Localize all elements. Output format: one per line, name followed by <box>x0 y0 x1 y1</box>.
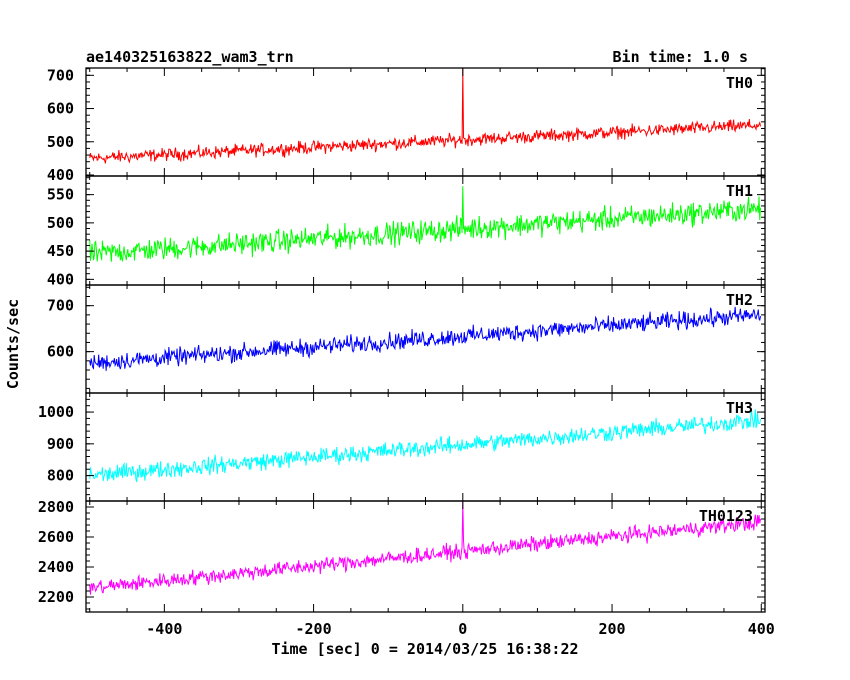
x-tick-label: -200 <box>296 620 332 638</box>
panels-group: 400 500 600 700 TH0 400 450 500 550 TH1 600 700 TH2 8… <box>38 66 766 613</box>
y-tick-label: 600 <box>47 343 74 361</box>
panel-th3: 800 900 1000 TH3 <box>38 392 766 502</box>
series-line-th0123 <box>89 501 762 595</box>
x-tick-label: 400 <box>748 620 775 638</box>
y-tick-label: 700 <box>47 66 74 84</box>
y-tick-label: 400 <box>47 270 74 288</box>
bin-time-label: Bin time: 1.0 s <box>613 48 748 66</box>
panel-label: TH0 <box>726 74 753 92</box>
series-line-th2 <box>89 306 762 371</box>
x-tick-label: -400 <box>146 620 182 638</box>
panel-label: TH0123 <box>699 507 753 525</box>
x-axis-label: Time [sec] 0 = 2014/03/25 16:38:22 <box>271 640 578 658</box>
y-tick-label: 500 <box>47 133 74 151</box>
panel-th2: 600 700 TH2 <box>47 284 766 394</box>
y-tick-label: 700 <box>47 297 74 315</box>
y-tick-label: 2400 <box>38 558 74 576</box>
plot-title: ae140325163822_wam3_trn <box>86 48 294 66</box>
panel-label: TH1 <box>726 182 753 200</box>
y-tick-label: 400 <box>47 166 74 184</box>
panel-frame <box>85 500 766 613</box>
panel-th0: 400 500 600 700 TH0 <box>47 66 766 184</box>
y-tick-label: 1000 <box>38 403 74 421</box>
x-tick-label: 200 <box>598 620 625 638</box>
panel-th1: 400 450 500 550 TH1 <box>47 175 766 288</box>
y-tick-label: 800 <box>47 467 74 485</box>
series-line-th3 <box>89 409 762 482</box>
panel-frame <box>85 284 766 394</box>
panel-frame <box>85 67 766 177</box>
y-tick-label: 2200 <box>38 588 74 606</box>
y-tick-label: 2600 <box>38 528 74 546</box>
y-tick-label: 450 <box>47 242 74 260</box>
panel-th0123: 2200 2400 2600 2800 TH0123 <box>38 498 766 613</box>
y-tick-label: 550 <box>47 186 74 204</box>
y-tick-label: 600 <box>47 100 74 118</box>
y-tick-label: 500 <box>47 214 74 232</box>
x-tick-label: 0 <box>458 620 467 638</box>
panel-label: TH2 <box>726 291 753 309</box>
y-tick-label: 2800 <box>38 498 74 516</box>
y-tick-label: 900 <box>47 435 74 453</box>
series-line-th1 <box>89 186 762 263</box>
panel-label: TH3 <box>726 399 753 417</box>
y-axis-label: Counts/sec <box>4 299 22 389</box>
series-line-th0 <box>89 68 762 164</box>
x-axis: -400 -200 0 200 400 <box>146 620 775 638</box>
